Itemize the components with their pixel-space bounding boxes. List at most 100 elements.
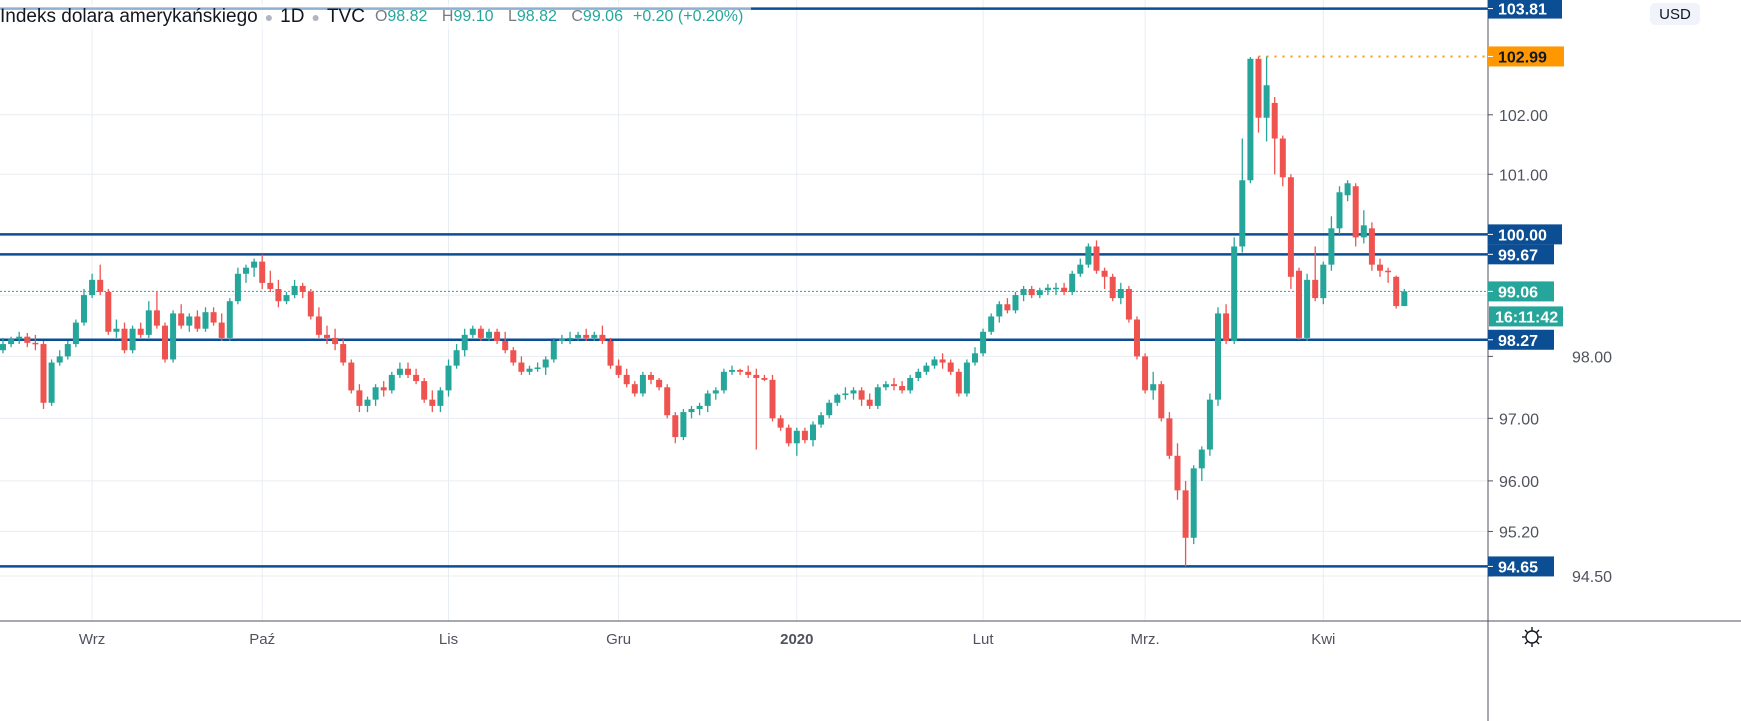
open-value: 98.82 <box>387 8 428 25</box>
candle <box>153 292 160 329</box>
time-axis[interactable]: Wrz Paź Lis Gru 2020 Lut Mrz. Kwi <box>79 631 1335 648</box>
candle-body <box>1004 304 1011 311</box>
candle-body <box>777 418 784 428</box>
candle <box>834 393 841 406</box>
candle <box>518 356 525 375</box>
candle-body <box>891 384 897 387</box>
candle <box>1263 56 1270 142</box>
candle-body <box>170 313 177 360</box>
candle-body <box>615 365 622 375</box>
candle-body <box>1255 58 1262 118</box>
candle <box>121 322 128 354</box>
candle-body <box>1352 186 1359 238</box>
settings-gear-icon[interactable] <box>1520 625 1544 649</box>
candle <box>963 359 970 397</box>
candle-body <box>1239 180 1246 247</box>
candle <box>348 359 355 394</box>
candle <box>494 328 501 345</box>
candle-body <box>672 415 679 438</box>
candle-body <box>356 390 363 406</box>
candle <box>1117 282 1124 305</box>
candle <box>1377 258 1383 277</box>
candle <box>793 427 800 456</box>
candle <box>1336 186 1343 235</box>
candle-body <box>186 316 193 326</box>
candle <box>850 387 857 400</box>
candle <box>1044 284 1051 296</box>
candle <box>664 384 671 419</box>
candle <box>324 325 330 345</box>
candle-body <box>558 339 565 341</box>
candle-body <box>1158 384 1165 419</box>
candle-body <box>648 374 654 380</box>
candle <box>453 344 460 369</box>
candle <box>866 393 873 409</box>
candle-body <box>307 292 314 317</box>
candle <box>48 359 55 406</box>
candle <box>745 365 752 378</box>
candle-body <box>1377 264 1383 271</box>
level-label-box <box>1488 224 1562 245</box>
candle <box>526 365 533 375</box>
candle-body <box>251 261 258 268</box>
candle-body <box>445 365 452 391</box>
time-tick-label: Mrz. <box>1131 631 1160 648</box>
candle <box>1061 282 1068 296</box>
candle-body <box>1279 138 1286 178</box>
candle <box>801 427 808 444</box>
candle-body <box>461 334 468 351</box>
candle-body <box>1012 295 1019 311</box>
candle-body <box>704 393 711 406</box>
interval: 1D <box>280 6 305 27</box>
candle <box>1174 443 1181 500</box>
candle-body <box>1223 313 1230 341</box>
candle-body <box>931 359 938 366</box>
candle-body <box>510 350 517 363</box>
price-tick-label: 98.00 <box>1572 349 1612 366</box>
candle-body <box>542 359 549 368</box>
candle-body <box>737 369 744 372</box>
candle <box>275 279 282 308</box>
candle-body <box>48 362 55 403</box>
candle <box>1150 371 1157 400</box>
price-axis[interactable]: 102.00 101.00 98.00 97.00 96.00 95.20 94.50 <box>1488 108 1612 586</box>
candle-body <box>761 377 768 380</box>
candle <box>753 368 760 450</box>
candle <box>882 381 889 391</box>
candle-body <box>275 288 282 302</box>
candle <box>1247 57 1254 184</box>
symbol-title[interactable]: Indeks dolara amerykańskiego <box>0 6 258 27</box>
candle-body <box>16 336 23 340</box>
candle-body <box>283 295 290 302</box>
candle <box>737 368 744 375</box>
candle-body <box>550 340 557 360</box>
candle <box>56 350 63 366</box>
candle-body <box>72 322 79 345</box>
candle-body <box>996 304 1003 317</box>
candle-body <box>1344 183 1351 196</box>
candle-body <box>421 381 428 400</box>
candle-body <box>518 362 525 372</box>
candle <box>542 356 549 375</box>
candle-body <box>121 328 128 351</box>
level-label: 94.65 <box>1498 559 1538 576</box>
candle-body <box>453 350 460 366</box>
candle <box>696 402 703 416</box>
candle-body <box>372 387 379 400</box>
candle-body <box>712 390 719 394</box>
price-tick-label: 94.50 <box>1572 569 1612 586</box>
candle-body <box>1190 468 1197 538</box>
currency-button[interactable]: USD <box>1650 3 1700 25</box>
candle-body <box>137 328 144 335</box>
candle <box>1287 174 1294 289</box>
candle <box>704 390 711 413</box>
candle-body <box>1182 490 1189 538</box>
candle-body <box>324 334 330 338</box>
candle-body <box>972 353 978 363</box>
candle <box>1239 138 1246 253</box>
candle-body <box>1247 58 1254 181</box>
candle <box>380 381 387 397</box>
candle <box>972 347 978 366</box>
candle <box>631 381 638 397</box>
